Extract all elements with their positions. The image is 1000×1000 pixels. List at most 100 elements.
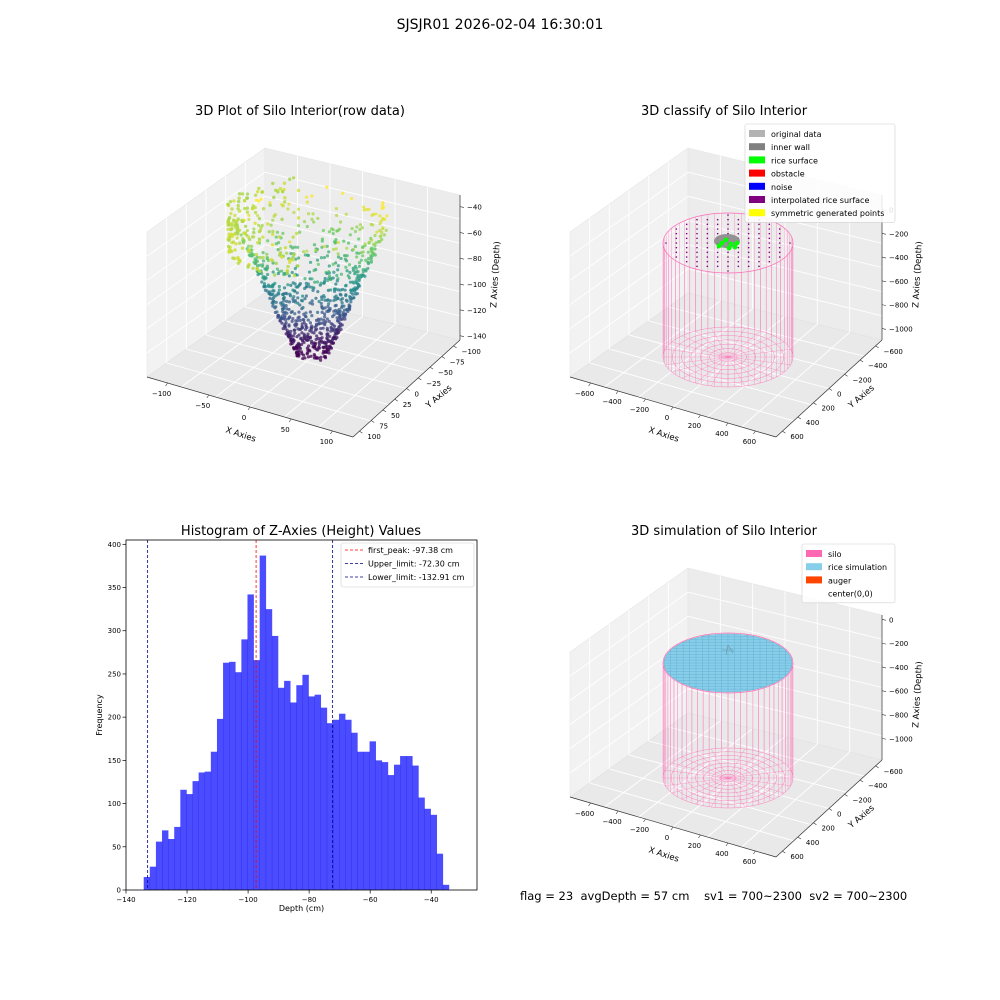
raw-point: [291, 281, 295, 285]
y-tick: [859, 779, 864, 783]
histogram-bar: [290, 702, 297, 890]
surface-point: [737, 218, 740, 221]
raw-point: [271, 218, 275, 222]
raw-point: [356, 275, 360, 279]
y-tick: [359, 430, 363, 434]
histogram-bar: [162, 830, 169, 890]
raw-point: [247, 213, 251, 217]
panel1-title: 3D Plot of Silo Interior(row data): [195, 104, 405, 119]
raw-point: [304, 311, 308, 315]
surface-point: [706, 218, 709, 221]
raw-point: [336, 255, 341, 259]
simulation-axes: −600−400−20002004006006004002000−200−400…: [569, 567, 925, 866]
raw-point: [280, 321, 284, 325]
raw-point: [346, 241, 351, 245]
histogram-bar: [143, 877, 151, 890]
raw-point: [233, 213, 237, 218]
raw-point: [305, 351, 310, 355]
floor-grid-line: [318, 331, 428, 428]
raw-point: [312, 268, 316, 273]
histogram-bar: [235, 672, 242, 890]
raw-point: [287, 323, 291, 327]
status-line: flag = 23 avgDepth = 57 cm sv1 = 700~230…: [520, 889, 907, 903]
surface-point: [737, 260, 740, 263]
surface-point: [768, 237, 771, 240]
silo-bottom-spoke: [727, 349, 791, 358]
raw-point: [369, 222, 373, 227]
raw-point: [283, 246, 288, 250]
z-tick: [459, 232, 465, 234]
x-tick: [753, 430, 756, 435]
z-tick-label: −40: [467, 204, 482, 212]
raw-point: [304, 338, 309, 342]
raw-point: [246, 264, 251, 268]
surface-point: [696, 251, 698, 254]
raw-point: [336, 268, 340, 272]
raw-point: [327, 270, 331, 274]
surface-point: [685, 246, 688, 249]
surface-point: [675, 256, 678, 258]
floor-grid-line: [741, 751, 850, 848]
raw-point: [301, 250, 306, 254]
raw-point: [320, 310, 324, 314]
raw-point: [236, 207, 240, 211]
raw-point: [319, 295, 324, 299]
raw-point: [334, 282, 338, 286]
raw-point: [379, 219, 383, 223]
y-tick: [453, 345, 457, 349]
raw-point: [337, 308, 341, 312]
raw-point: [283, 200, 287, 204]
y-tick-label: 400: [806, 419, 819, 427]
raw-point: [316, 290, 320, 294]
histogram-bar: [210, 751, 218, 890]
surface-point: [747, 223, 750, 226]
raw-point: [258, 255, 262, 260]
raw-point: [266, 258, 270, 263]
silo-bottom-spoke: [727, 748, 745, 779]
raw-point: [317, 299, 321, 304]
surface-point: [706, 237, 709, 240]
raw-point: [300, 299, 304, 303]
raw-point: [330, 314, 335, 319]
x-tick: [588, 802, 591, 807]
raw-point: [319, 317, 323, 321]
raw-point: [300, 322, 304, 326]
raw-point: [272, 289, 276, 293]
raw-point: [254, 198, 259, 202]
surface-point: [758, 228, 760, 230]
x-tick-label: 400: [715, 430, 728, 438]
rice-point: [734, 240, 740, 246]
raw-point: [260, 190, 265, 194]
raw-point: [232, 199, 236, 203]
raw-point: [316, 322, 321, 326]
silo-bottom-spoke: [727, 341, 785, 358]
raw-point: [345, 307, 349, 312]
raw-point: [274, 261, 278, 266]
raw-point: [321, 326, 325, 330]
sv1-value: sv1 = 700~2300: [704, 889, 802, 903]
raw-point: [286, 264, 290, 269]
z-tick: [881, 619, 887, 621]
raw-point: [282, 272, 286, 277]
surface-point: [675, 246, 678, 249]
silo-bottom-spoke: [665, 356, 729, 365]
raw-point: [375, 230, 379, 234]
raw-point: [286, 207, 290, 211]
raw-point: [293, 323, 297, 327]
raw-point: [331, 247, 336, 252]
raw-point: [378, 222, 382, 226]
silo-bottom-spoke: [665, 777, 729, 786]
raw-point: [288, 294, 293, 298]
raw-point: [291, 334, 296, 338]
raw-point: [365, 207, 369, 212]
raw-point: [336, 264, 340, 268]
x-tick-label: 600: [743, 438, 756, 446]
raw-point: [238, 241, 242, 245]
raw-point: [282, 311, 286, 315]
center-marker: [722, 644, 734, 656]
raw-point: [373, 253, 377, 257]
x-axis-label: Depth (cm): [279, 904, 324, 913]
raw-point: [239, 233, 243, 237]
x-tick-label: −200: [630, 826, 649, 834]
raw-point: [277, 235, 282, 239]
